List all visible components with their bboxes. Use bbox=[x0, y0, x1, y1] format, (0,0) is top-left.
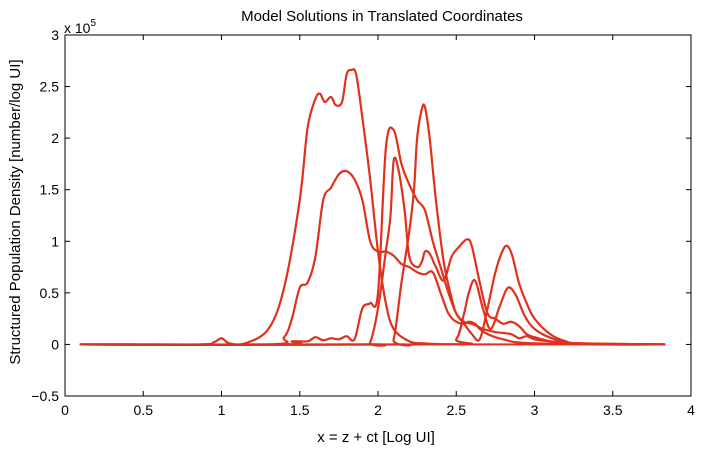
x-tick-label: 3 bbox=[531, 402, 539, 418]
y-axis-ticks: −0.5 0 0.5 1 1.5 2 2.5 3 bbox=[31, 27, 691, 404]
y-exponent-prefix: x 10 bbox=[64, 20, 91, 36]
x-tick-label: 2.5 bbox=[447, 402, 467, 418]
series-layer bbox=[79, 68, 666, 347]
x-tick-label: 0 bbox=[61, 402, 69, 418]
y-exponent-power: 5 bbox=[90, 18, 96, 29]
chart-title: Model Solutions in Translated Coordinate… bbox=[241, 8, 523, 25]
y-tick-label: 1.5 bbox=[40, 182, 60, 198]
series-line-2 bbox=[79, 169, 666, 347]
y-tick-label: 0 bbox=[51, 336, 59, 352]
y-tick-label: 1 bbox=[51, 233, 59, 249]
x-tick-label: 2 bbox=[374, 402, 382, 418]
series-line-6 bbox=[79, 278, 666, 346]
y-tick-label: 0.5 bbox=[40, 285, 60, 301]
x-tick-label: 4 bbox=[687, 402, 695, 418]
y-tick-label: 2.5 bbox=[40, 79, 60, 95]
x-tick-label: 0.5 bbox=[134, 402, 154, 418]
y-tick-label: −0.5 bbox=[31, 388, 59, 404]
series-line-4 bbox=[79, 156, 666, 347]
x-tick-label: 1.5 bbox=[290, 402, 310, 418]
x-tick-label: 3.5 bbox=[603, 402, 623, 418]
y-axis-label: Structured Population Density [number/lo… bbox=[7, 59, 24, 364]
y-exponent-label: x 105 bbox=[64, 18, 96, 36]
y-tick-label: 3 bbox=[51, 27, 59, 43]
y-tick-label: 2 bbox=[51, 130, 59, 146]
x-axis-label: x = z + ct [Log UI] bbox=[317, 429, 435, 446]
plot-area: 0 0.5 1 1.5 2 2.5 3 3.5 4 −0.500.511.522.53 bbox=[31, 27, 695, 418]
series-line-5 bbox=[79, 103, 666, 347]
x-tick-label: 1 bbox=[218, 402, 226, 418]
x-axis-ticks: 0 0.5 1 1.5 2 2.5 3 3.5 4 bbox=[61, 35, 695, 418]
